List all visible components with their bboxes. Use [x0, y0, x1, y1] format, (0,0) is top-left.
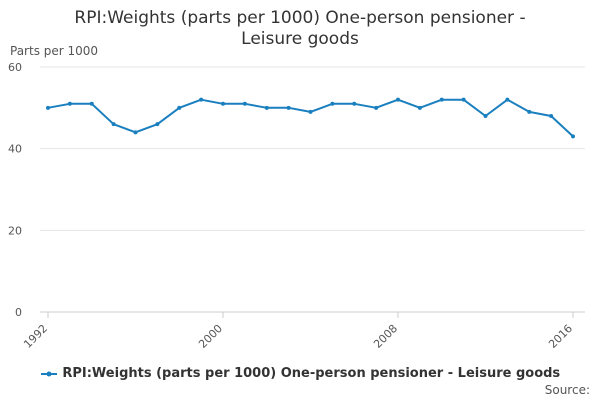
legend[interactable]: RPI:Weights (parts per 1000) One-person … [0, 366, 600, 381]
data-point-2014 [527, 110, 531, 114]
y-tick-label-0: 0 [15, 306, 22, 319]
data-point-1996 [134, 130, 138, 134]
data-point-2002 [265, 106, 269, 110]
data-point-2015 [549, 114, 553, 118]
data-point-2009 [418, 106, 422, 110]
data-point-2007 [374, 106, 378, 110]
x-tick-label-2000: 2000 [196, 322, 225, 351]
data-point-1993 [68, 102, 72, 106]
data-point-2008 [396, 98, 400, 102]
data-point-2006 [352, 102, 356, 106]
data-point-1999 [199, 98, 203, 102]
data-point-2004 [309, 110, 313, 114]
y-tick-label-40: 40 [8, 143, 22, 156]
data-point-2016 [571, 134, 575, 138]
y-tick-label-20: 20 [8, 224, 22, 237]
data-point-1994 [90, 102, 94, 106]
legend-label: RPI:Weights (parts per 1000) One-person … [62, 366, 560, 381]
source-label[interactable]: Source: [545, 383, 590, 397]
x-tick-label-2016: 2016 [546, 322, 575, 351]
data-point-2005 [330, 102, 334, 106]
x-tick-label-2008: 2008 [371, 322, 400, 351]
data-point-2011 [462, 98, 466, 102]
data-point-2012 [484, 114, 488, 118]
data-point-1995 [112, 122, 116, 126]
data-point-2003 [287, 106, 291, 110]
data-point-2013 [505, 98, 509, 102]
legend-line-icon [40, 369, 58, 379]
data-point-1992 [46, 106, 50, 110]
data-point-1997 [155, 122, 159, 126]
data-point-2001 [243, 102, 247, 106]
y-tick-label-60: 60 [8, 61, 22, 74]
data-point-1998 [177, 106, 181, 110]
data-point-2000 [221, 102, 225, 106]
series-line-0 [48, 100, 573, 137]
x-tick-label-1992: 1992 [21, 322, 50, 351]
data-point-2010 [440, 98, 444, 102]
